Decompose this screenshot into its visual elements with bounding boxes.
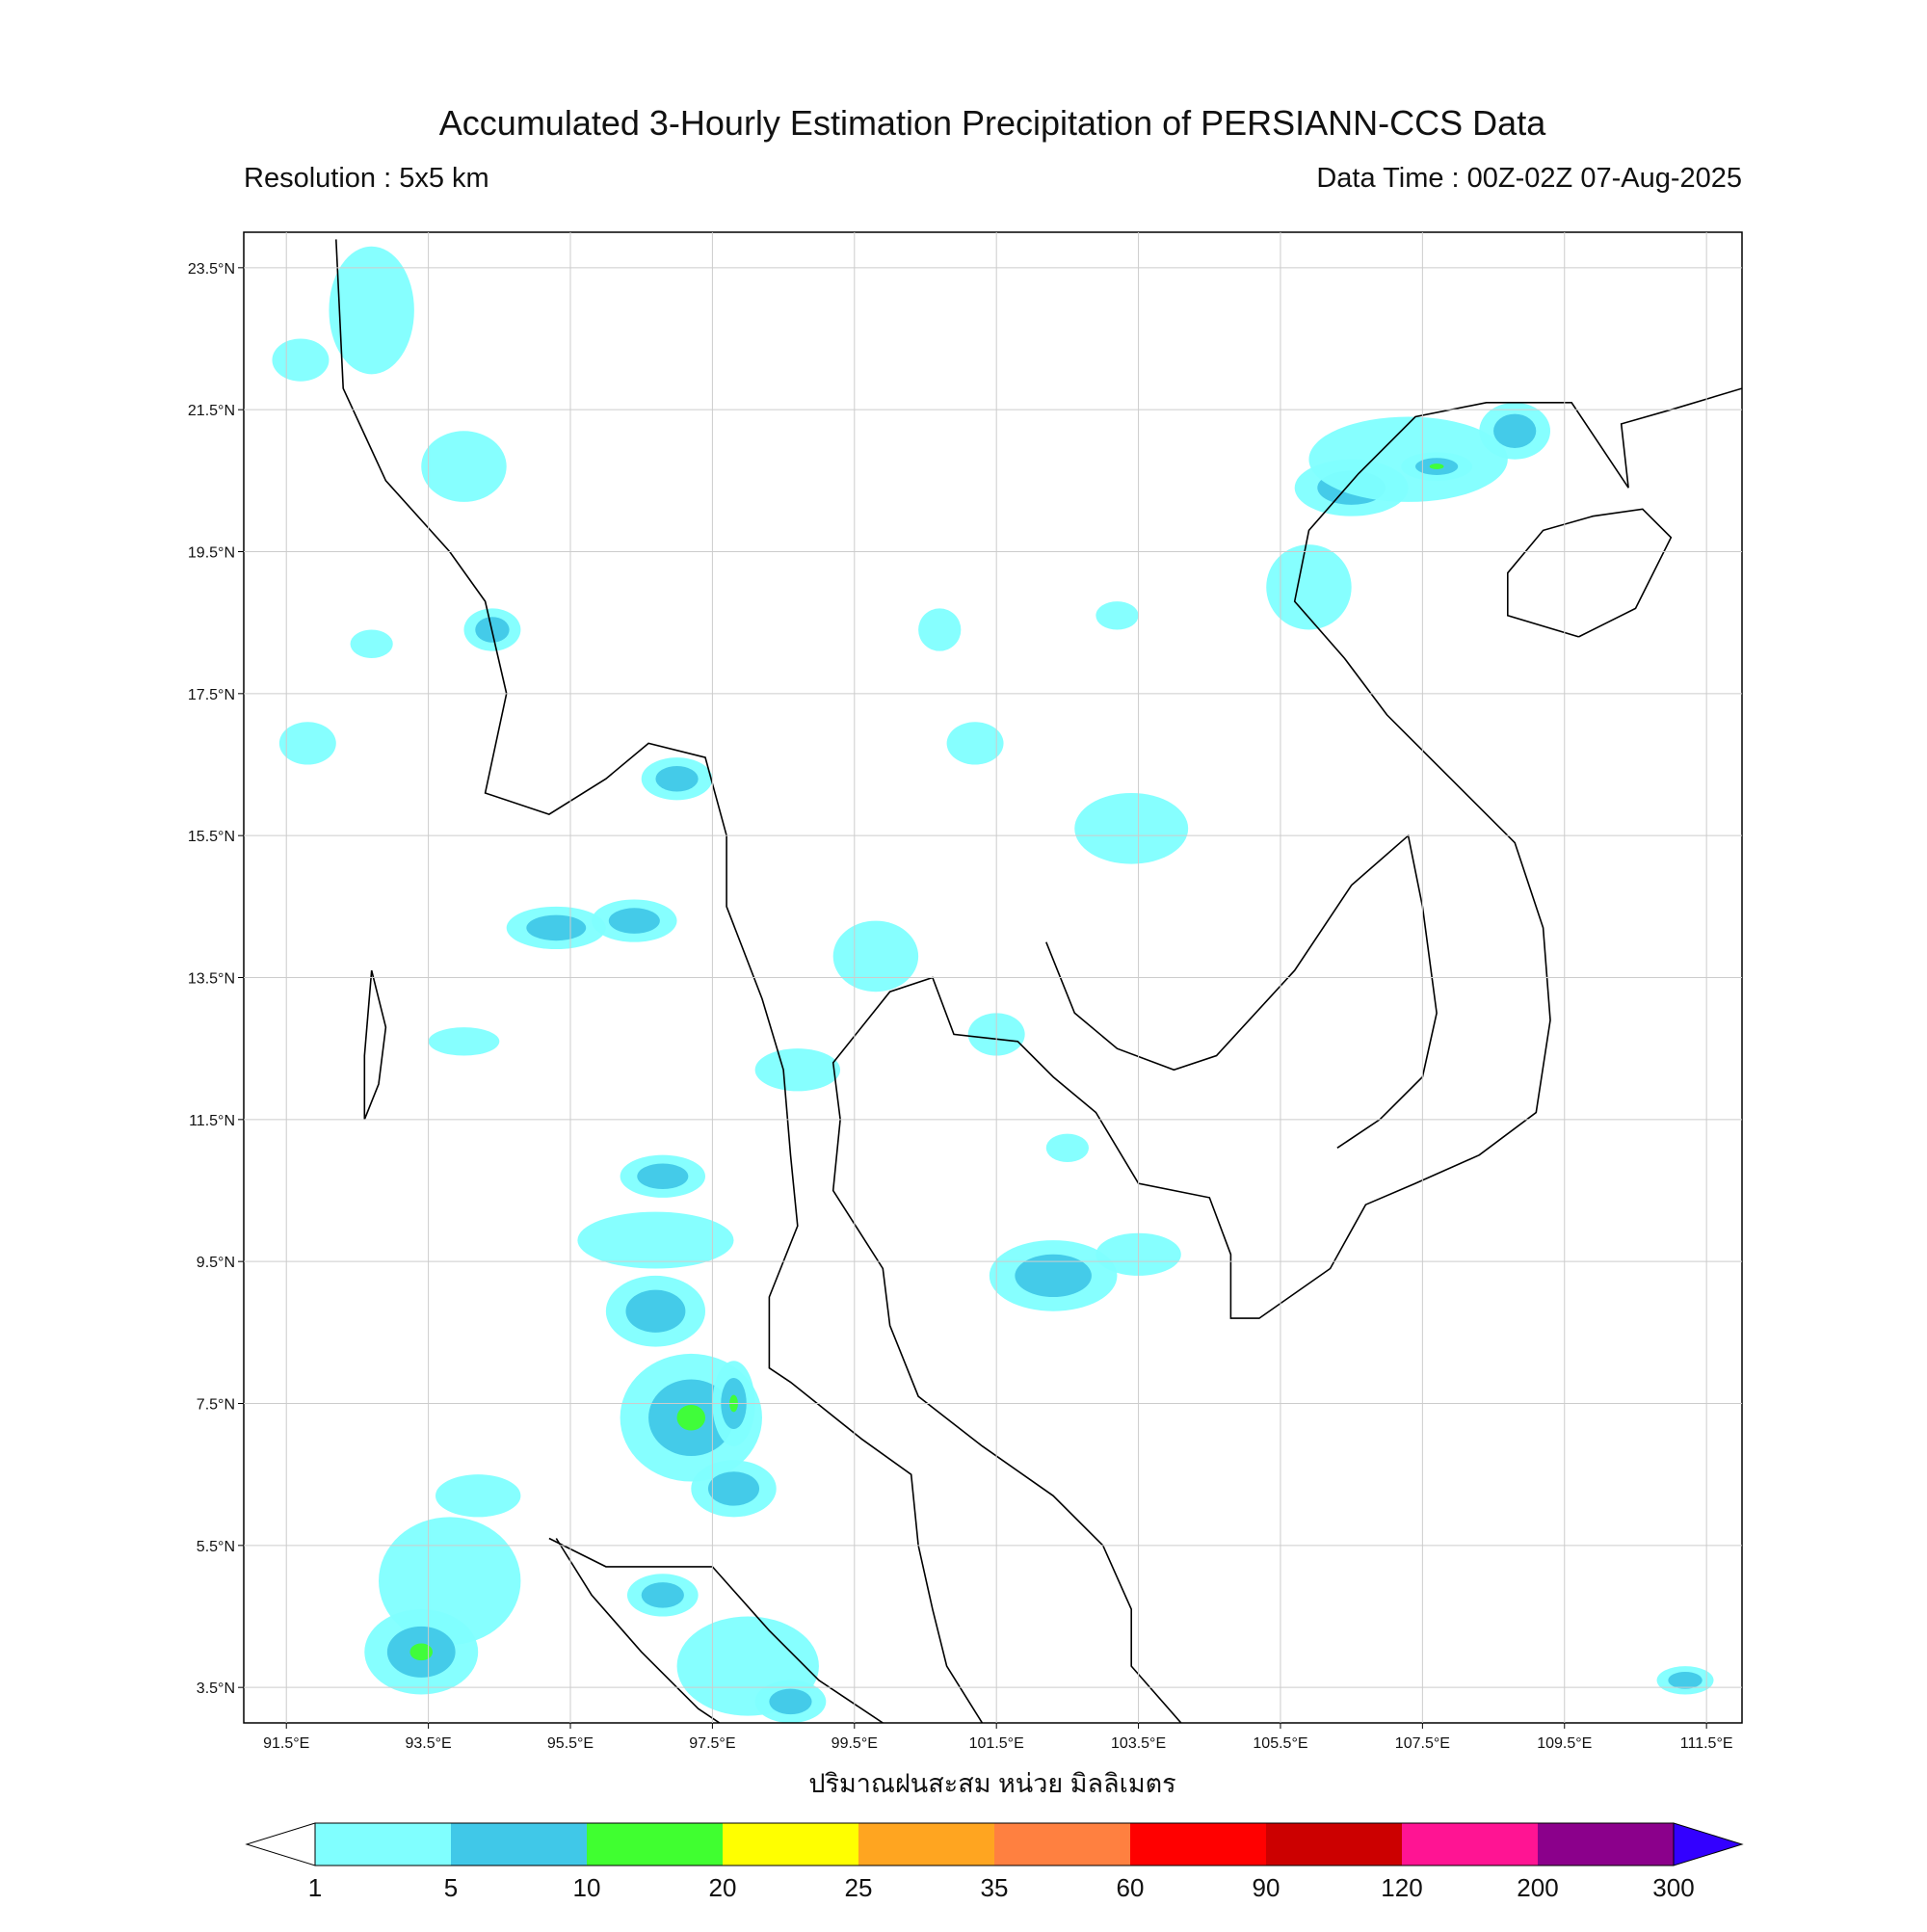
x-tick-label: 105.5°E bbox=[1253, 1735, 1307, 1752]
rain-area bbox=[832, 920, 919, 992]
x-tick-label: 99.5°E bbox=[832, 1735, 878, 1752]
rain-area bbox=[641, 1582, 684, 1608]
y-tick-label: 3.5°N bbox=[197, 1681, 235, 1697]
y-tick-label: 23.5°N bbox=[188, 261, 235, 278]
colorbar-box bbox=[994, 1823, 1130, 1866]
x-axis-label: ปริมาณฝนสะสม หน่วย มิลลิเมตร bbox=[808, 1769, 1175, 1798]
colorbar-label: 25 bbox=[845, 1873, 873, 1902]
rain-area bbox=[1015, 1254, 1092, 1297]
rain-area bbox=[526, 914, 587, 941]
colorbar-box bbox=[587, 1823, 723, 1866]
rain-area bbox=[350, 629, 393, 658]
rain-area bbox=[754, 1048, 841, 1092]
x-tick-label: 97.5°E bbox=[689, 1735, 735, 1752]
colorbar-outline bbox=[314, 1822, 1675, 1866]
coastline bbox=[1045, 834, 1438, 1149]
coastline bbox=[555, 1538, 721, 1723]
rain-area bbox=[272, 338, 330, 382]
coastline bbox=[1507, 508, 1673, 638]
coastline-layer bbox=[335, 239, 1742, 1723]
colorbar-label: 10 bbox=[573, 1873, 601, 1902]
coastline bbox=[832, 387, 1742, 1723]
colorbar-box bbox=[1538, 1823, 1674, 1866]
rain-area bbox=[278, 722, 336, 765]
rain-area bbox=[1266, 544, 1352, 630]
colorbar-box bbox=[723, 1823, 858, 1866]
rain-area bbox=[409, 1643, 434, 1661]
rain-area bbox=[1095, 601, 1139, 630]
rain-area bbox=[655, 765, 699, 792]
data-time: Data Time : 00Z-02Z 07-Aug-2025 bbox=[1316, 163, 1742, 194]
colorbar-box bbox=[1266, 1823, 1402, 1866]
colorbar-box bbox=[1402, 1823, 1538, 1866]
y-tick-label: 13.5°N bbox=[188, 971, 235, 988]
colorbar-box bbox=[315, 1823, 451, 1866]
rain-area bbox=[769, 1688, 812, 1715]
x-tick-label: 111.5°E bbox=[1680, 1735, 1733, 1752]
y-tick-label: 11.5°N bbox=[189, 1113, 235, 1129]
y-tick-label: 15.5°N bbox=[188, 829, 235, 845]
colorbar-label: 60 bbox=[1117, 1873, 1145, 1902]
coastline bbox=[363, 969, 387, 1121]
rain-area bbox=[1493, 413, 1537, 448]
rain-area bbox=[676, 1404, 706, 1431]
rain-area bbox=[1429, 463, 1444, 470]
rain-area bbox=[435, 1474, 521, 1518]
rain-area bbox=[1074, 792, 1189, 864]
y-tick-label: 7.5°N bbox=[197, 1397, 235, 1414]
y-tick-label: 5.5°N bbox=[197, 1539, 235, 1555]
colorbar-label: 5 bbox=[444, 1873, 458, 1902]
colorbar-label: 35 bbox=[981, 1873, 1009, 1902]
rain-area bbox=[707, 1471, 760, 1506]
x-tick-label: 101.5°E bbox=[969, 1735, 1024, 1752]
colorbar-box bbox=[451, 1823, 587, 1866]
rain-area bbox=[608, 908, 660, 934]
rain-area bbox=[421, 431, 507, 502]
rain-area bbox=[577, 1211, 734, 1269]
rain-area bbox=[946, 722, 1004, 765]
colorbar-under bbox=[245, 1822, 316, 1866]
x-tick-label: 107.5°E bbox=[1395, 1735, 1450, 1752]
colorbar-label: 90 bbox=[1253, 1873, 1280, 1902]
x-tick-label: 93.5°E bbox=[406, 1735, 452, 1752]
y-tick-label: 21.5°N bbox=[188, 403, 235, 419]
colorbar-label: 1 bbox=[308, 1873, 322, 1902]
rain-area bbox=[428, 1027, 500, 1056]
y-tick-label: 17.5°N bbox=[188, 687, 235, 703]
rain-area bbox=[1668, 1671, 1703, 1689]
rain-area bbox=[637, 1163, 689, 1190]
coastline bbox=[335, 239, 984, 1723]
rain-layer bbox=[272, 246, 1714, 1723]
colorbar-box bbox=[1130, 1823, 1266, 1866]
rain-area bbox=[329, 246, 414, 375]
colorbar-over bbox=[1673, 1822, 1744, 1866]
x-tick-label: 109.5°E bbox=[1537, 1735, 1592, 1752]
colorbar-label: 120 bbox=[1381, 1873, 1422, 1902]
x-tick-label: 91.5°E bbox=[263, 1735, 309, 1752]
y-tick-label: 9.5°N bbox=[197, 1255, 235, 1271]
resolution: Resolution : 5x5 km bbox=[244, 163, 489, 194]
rain-area bbox=[625, 1289, 686, 1333]
x-tick-label: 103.5°E bbox=[1111, 1735, 1166, 1752]
colorbar-label: 200 bbox=[1517, 1873, 1558, 1902]
rain-area bbox=[918, 608, 962, 651]
map-title: Accumulated 3-Hourly Estimation Precipit… bbox=[439, 103, 1546, 143]
colorbar-label: 300 bbox=[1652, 1873, 1694, 1902]
y-tick-label: 19.5°N bbox=[188, 545, 235, 562]
colorbar-label: 20 bbox=[709, 1873, 737, 1902]
colorbar-box bbox=[858, 1823, 994, 1866]
x-tick-label: 95.5°E bbox=[547, 1735, 594, 1752]
rain-area bbox=[1045, 1133, 1089, 1163]
